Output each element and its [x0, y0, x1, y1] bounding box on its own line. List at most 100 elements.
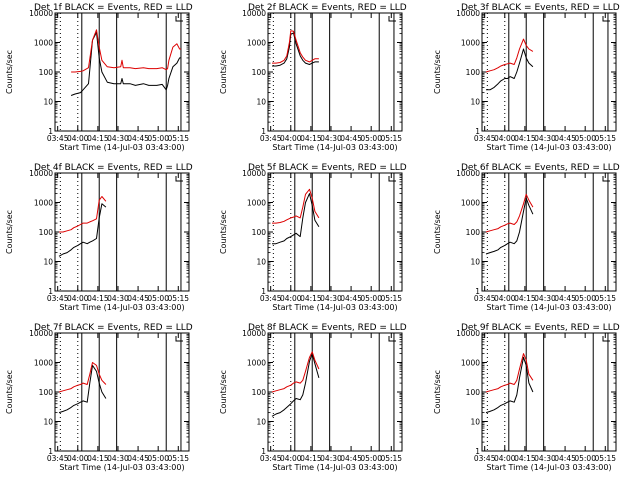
x-tick-label: 04:30: [107, 454, 129, 463]
series-line-lld: [485, 353, 534, 393]
plot-frame: [481, 12, 617, 132]
x-tick-label: 03:45: [47, 454, 69, 463]
x-tick-label: 05:15: [167, 294, 189, 303]
x-tick-label: 04:45: [340, 134, 362, 143]
chart-title: Det 9f BLACK = Events, RED = LLD: [461, 323, 620, 333]
y-axis-label: Counts/sec: [219, 370, 228, 414]
plot-frame: [267, 172, 403, 292]
x-tick-label: 05:15: [380, 454, 402, 463]
x-tick-label: 03:45: [474, 454, 496, 463]
y-tick-label: 10000: [29, 169, 53, 178]
y-tick-label: 1000: [34, 199, 53, 208]
y-tick-label: 100: [39, 68, 54, 77]
x-tick-label: 05:00: [574, 134, 596, 143]
x-tick-label: 04:45: [127, 454, 149, 463]
series-line-events: [271, 353, 320, 417]
y-tick-label: 100: [252, 388, 267, 397]
x-tick-label: 03:45: [260, 454, 282, 463]
series-line-events: [58, 203, 107, 257]
series-line-events: [485, 356, 534, 414]
x-tick-label: 04:30: [320, 454, 342, 463]
x-tick-label: 04:45: [340, 294, 362, 303]
series-line-lld: [272, 188, 320, 224]
x-tick-label: 05:15: [167, 454, 189, 463]
y-axis-label: Counts/sec: [433, 210, 442, 254]
chart-panel: Det 7f BLACK = Events, RED = LLD 1 10 100 10…: [5, 323, 193, 472]
chart-title: Det 4f BLACK = Events, RED = LLD: [34, 163, 193, 173]
x-tick-label: 04:15: [87, 294, 109, 303]
x-tick-label: 05:00: [147, 294, 169, 303]
y-tick-label: 10: [470, 98, 480, 107]
plot-frame: [54, 332, 190, 452]
chart-panel: Det 5f BLACK = Events, RED = LLD 1 10 100 10…: [219, 163, 407, 312]
x-tick-label: 04:00: [67, 294, 89, 303]
chart-panel: Det 8f BLACK = Events, RED = LLD 1 10 100 10…: [219, 323, 407, 472]
plot-frame: [481, 332, 617, 452]
x-tick-label: 04:15: [300, 454, 322, 463]
y-tick-label: 1000: [247, 39, 266, 48]
x-tick-label: 04:15: [300, 134, 322, 143]
plot-frame: [481, 172, 617, 292]
x-tick-label: 04:00: [280, 134, 302, 143]
chart-panel: Det 2f BLACK = Events, RED = LLD 1 10 100 10…: [219, 3, 407, 152]
series-line-lld: [485, 38, 534, 73]
plot-frame: [267, 332, 403, 452]
chart-panel: Det 6f BLACK = Events, RED = LLD 1 10 100 10…: [433, 163, 620, 312]
y-tick-label: 10000: [29, 329, 53, 338]
x-tick-label: 05:00: [147, 134, 169, 143]
legend-mark: [175, 176, 183, 182]
series-line-lld: [71, 29, 181, 73]
y-tick-label: 10000: [456, 9, 480, 18]
y-tick-label: 100: [39, 388, 54, 397]
series-line-events: [70, 31, 181, 96]
plot-frame: [267, 12, 403, 132]
x-tick-label: 04:00: [67, 134, 89, 143]
x-tick-label: 03:45: [260, 134, 282, 143]
chart-panel: Det 3f BLACK = Events, RED = LLD 1 10 100 10…: [433, 3, 620, 152]
legend-mark: [175, 16, 183, 22]
y-tick-label: 1: [475, 447, 480, 456]
x-tick-label: 05:15: [594, 454, 616, 463]
x-tick-label: 04:30: [534, 134, 556, 143]
y-axis-label: Counts/sec: [5, 50, 14, 94]
x-tick-label: 05:15: [380, 134, 402, 143]
y-tick-label: 1000: [461, 199, 480, 208]
x-tick-label: 04:45: [127, 134, 149, 143]
x-tick-label: 05:15: [594, 294, 616, 303]
x-axis-label: Start Time (14-Jul-03 03:43:00): [486, 463, 611, 472]
plot-frame: [54, 172, 190, 292]
x-tick-label: 04:00: [494, 134, 516, 143]
x-tick-label: 04:00: [280, 454, 302, 463]
chart-title: Det 1f BLACK = Events, RED = LLD: [34, 3, 193, 13]
x-tick-label: 04:45: [340, 454, 362, 463]
chart-title: Det 7f BLACK = Events, RED = LLD: [34, 323, 193, 333]
y-axis-label: Counts/sec: [5, 210, 14, 254]
y-tick-label: 1: [261, 447, 266, 456]
y-axis-label: Counts/sec: [433, 50, 442, 94]
y-tick-label: 1: [48, 287, 53, 296]
chart-title: Det 5f BLACK = Events, RED = LLD: [248, 163, 407, 173]
x-tick-label: 05:00: [574, 454, 596, 463]
y-tick-label: 1000: [247, 199, 266, 208]
chart-title: Det 8f BLACK = Events, RED = LLD: [248, 323, 407, 333]
y-tick-label: 10: [470, 258, 480, 267]
legend-mark: [388, 336, 396, 342]
y-tick-label: 10: [256, 98, 266, 107]
y-tick-label: 100: [466, 388, 481, 397]
x-axis-label: Start Time (14-Jul-03 03:43:00): [272, 143, 397, 152]
x-tick-label: 04:00: [67, 454, 89, 463]
x-tick-label: 05:00: [360, 294, 382, 303]
x-tick-label: 04:30: [534, 294, 556, 303]
x-tick-label: 04:45: [554, 134, 576, 143]
x-tick-label: 04:00: [280, 294, 302, 303]
y-tick-label: 100: [39, 228, 54, 237]
x-axis-label: Start Time (14-Jul-03 03:43:00): [486, 143, 611, 152]
chart-title: Det 3f BLACK = Events, RED = LLD: [461, 3, 620, 13]
x-tick-label: 04:15: [300, 294, 322, 303]
x-tick-label: 03:45: [474, 294, 496, 303]
chart-panel: Det 4f BLACK = Events, RED = LLD 1 10 100 10…: [5, 163, 193, 312]
x-axis-label: Start Time (14-Jul-03 03:43:00): [272, 303, 397, 312]
x-tick-label: 04:30: [534, 454, 556, 463]
y-tick-label: 1000: [34, 359, 53, 368]
y-tick-label: 10: [43, 418, 53, 427]
